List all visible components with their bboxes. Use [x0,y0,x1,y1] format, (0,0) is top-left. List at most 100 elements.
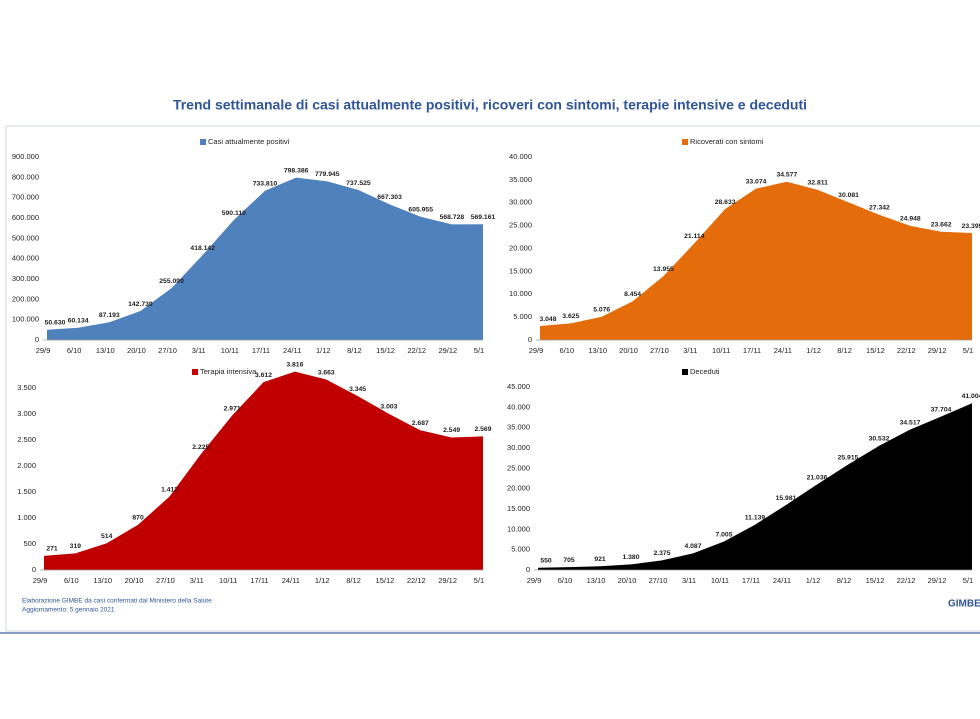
x-tick-label: 17/11 [252,346,270,355]
x-tick-label: 10/11 [221,346,239,355]
x-tick-label: 20/10 [618,576,637,585]
x-tick-label: 24/11 [773,576,791,585]
data-label: 87.193 [99,312,120,319]
legend-label: Ricoverati con sintomi [690,137,764,146]
data-label: 1.411 [161,486,178,493]
y-tick-label: 2.000 [17,461,36,470]
x-tick-label: 22/12 [897,576,916,585]
data-label: 2.375 [653,550,670,557]
legend-swatch [682,369,688,375]
x-tick-label: 1/12 [316,346,331,355]
x-tick-label: 10/11 [712,346,730,355]
y-tick-label: 5.000 [513,312,532,321]
x-tick-label: 22/12 [897,346,916,355]
x-tick-label: 29/9 [529,346,544,355]
area [538,403,972,570]
data-label: 37.704 [931,406,952,413]
y-tick-label: 45.000 [507,382,530,391]
y-tick-label: 0 [528,335,532,344]
data-label: 34.517 [900,419,921,426]
x-tick-label: 20/10 [127,346,146,355]
data-label: 550 [540,558,552,565]
data-label: 142.739 [128,301,153,308]
y-tick-label: 30.000 [509,198,532,207]
x-tick-label: 27/10 [158,346,177,355]
data-label: 798.386 [284,167,309,174]
y-tick-label: 35.000 [509,175,532,184]
y-tick-label: 25.000 [507,463,530,472]
y-tick-label: 400.000 [12,254,39,263]
data-label: 21.114 [684,233,705,240]
x-tick-label: 15/12 [866,346,885,355]
data-label: 255.090 [159,278,184,285]
data-label: 11.139 [745,514,766,521]
y-tick-label: 900.000 [12,152,39,161]
x-tick-label: 1/12 [806,576,821,585]
x-tick-label: 15/12 [376,346,395,355]
legend-swatch [192,369,198,375]
y-tick-label: 2.500 [17,435,36,444]
x-tick-label: 1/12 [315,576,330,585]
area [540,181,972,340]
data-label: 3.612 [255,372,272,379]
data-label: 21.036 [807,474,828,481]
y-tick-label: 10.000 [507,524,530,533]
x-tick-label: 27/10 [156,576,175,585]
y-tick-label: 300.000 [12,274,39,283]
area [47,177,483,340]
data-label: 921 [594,556,606,563]
frame [5,125,980,632]
x-tick-label: 17/11 [743,346,761,355]
y-tick-label: 800.000 [12,172,39,181]
data-label: 15.981 [776,495,797,502]
data-label: 5.076 [593,307,610,314]
data-label: 1.380 [622,554,639,561]
footer-updated: Aggiornamento: 5 gennaio 2021 [22,607,115,614]
data-label: 7.005 [715,531,732,538]
data-label: 3.816 [286,361,303,368]
data-label: 30.081 [838,192,859,199]
x-tick-label: 17/11 [250,576,268,585]
x-tick-label: 13/10 [93,576,112,585]
slide-title: Trend settimanale di casi attualmente po… [173,97,807,113]
x-tick-label: 15/12 [866,576,885,585]
x-tick-label: 20/10 [619,346,638,355]
y-tick-label: 30.000 [507,443,530,452]
x-tick-label: 10/11 [711,576,729,585]
y-tick-label: 500.000 [12,233,39,242]
y-tick-label: 600.000 [12,213,39,222]
data-label: 3.625 [562,313,579,320]
legend-label: Casi attualmente positivi [208,137,290,146]
data-label: 3.663 [318,369,335,376]
legend-label: Terapia intensiva [200,367,257,376]
data-label: 271 [46,546,58,553]
y-tick-label: 25.000 [509,221,532,230]
data-label: 34.577 [776,172,797,179]
x-tick-label: 6/10 [560,346,575,355]
y-tick-label: 1.000 [17,513,36,522]
data-label: 319 [70,543,82,550]
data-label: 2.687 [412,420,429,427]
data-label: 23.662 [931,222,952,229]
data-label: 25.915 [838,454,859,461]
y-tick-label: 0 [32,565,36,574]
x-tick-label: 29/9 [527,576,542,585]
x-tick-label: 3/11 [683,346,697,355]
data-label: 3.048 [539,316,556,323]
x-tick-label: 10/11 [219,576,237,585]
x-tick-label: 15/12 [376,576,395,585]
x-tick-label: 29/12 [928,576,947,585]
area [44,371,483,570]
data-label: 568.728 [440,214,465,221]
data-label: 705 [563,557,575,564]
x-tick-label: 13/10 [587,576,606,585]
x-tick-label: 13/10 [588,346,607,355]
x-tick-label: 24/11 [282,576,300,585]
legend-swatch [682,139,688,145]
x-tick-label: 8/12 [346,576,361,585]
x-tick-label: 1/12 [806,346,821,355]
y-tick-label: 200.000 [12,294,39,303]
x-tick-label: 24/11 [283,346,301,355]
